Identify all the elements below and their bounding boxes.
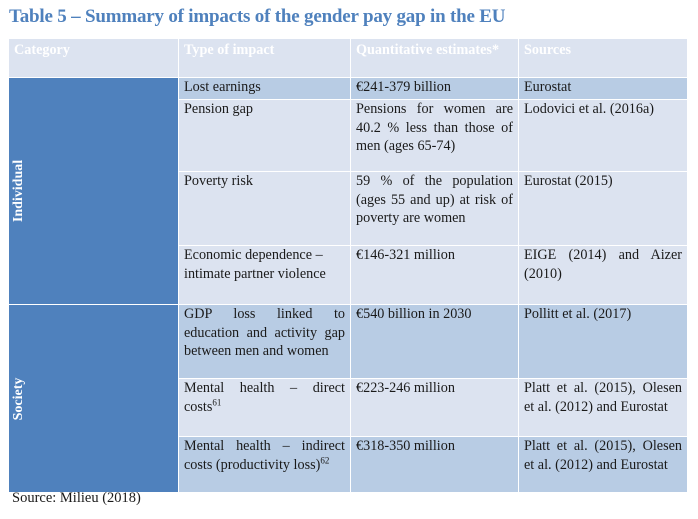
impacts-table: Category Type of impact Quantitative est… (8, 38, 688, 493)
estimate-cell: €318-350 million (350, 436, 519, 493)
category-cell-individual: Individual (8, 77, 179, 305)
table-row: Mental health – indirect costs (producti… (9, 436, 688, 493)
impact-cell: Lost earnings (178, 77, 351, 100)
header-category: Category (8, 38, 179, 78)
impact-cell: Mental health – direct costs61 (178, 378, 351, 437)
estimate-cell: €146-321 million (350, 245, 519, 305)
estimate-cell: Pensions for women are 40.2 % less than … (350, 99, 519, 172)
estimate-cell: €223-246 million (350, 378, 519, 437)
header-type-of-impact: Type of impact (178, 38, 351, 78)
impact-cell: Mental health – indirect costs (producti… (178, 436, 351, 493)
table-row: Individual Lost earnings €241-379 billio… (8, 77, 688, 305)
source-cell: Platt et al. (2015), Olesen et al. (2012… (518, 378, 688, 437)
source-note: Source: Milieu (2018) (12, 490, 141, 506)
impact-cell: Pension gap (178, 99, 351, 172)
source-cell: Pollitt et al. (2017) (518, 304, 688, 379)
header-sources: Sources (518, 38, 688, 78)
category-label-society: Society (10, 377, 26, 420)
estimate-cell: €241-379 billion (350, 77, 519, 100)
source-cell: EIGE (2014) and Aizer (2010) (518, 245, 688, 305)
impact-cell: Poverty risk (178, 171, 351, 246)
table-row: Economic dependence – intimate partner v… (9, 245, 688, 305)
table-row: Society GDP loss linked to education and… (8, 304, 688, 493)
impact-text: Mental health – indirect costs (producti… (184, 438, 345, 473)
category-cell-society: Society (8, 304, 179, 493)
impact-text: Mental health – direct costs (184, 380, 345, 415)
header-quantitative-estimates: Quantitative estimates* (350, 38, 519, 78)
table-header-row: Category Type of impact Quantitative est… (8, 38, 688, 78)
category-label-individual: Individual (10, 159, 26, 223)
table-title: Table 5 – Summary of impacts of the gend… (9, 6, 506, 27)
table-row: Pension gap Pensions for women are 40.2 … (9, 99, 688, 172)
estimate-cell: 59 % of the population (ages 55 and up) … (350, 171, 519, 246)
source-cell: Eurostat (2015) (518, 171, 688, 246)
source-cell: Platt et al. (2015), Olesen et al. (2012… (518, 436, 688, 493)
estimate-cell: €540 billion in 2030 (350, 304, 519, 379)
table-row: Poverty risk 59 % of the population (age… (9, 171, 688, 246)
impact-cell: GDP loss linked to education and activit… (178, 304, 351, 379)
footnote-marker: 62 (320, 454, 330, 465)
impact-cell: Economic dependence – intimate partner v… (178, 245, 351, 305)
source-cell: Lodovici et al. (2016a) (518, 99, 688, 172)
footnote-marker: 61 (212, 396, 222, 407)
source-cell: Eurostat (518, 77, 688, 100)
